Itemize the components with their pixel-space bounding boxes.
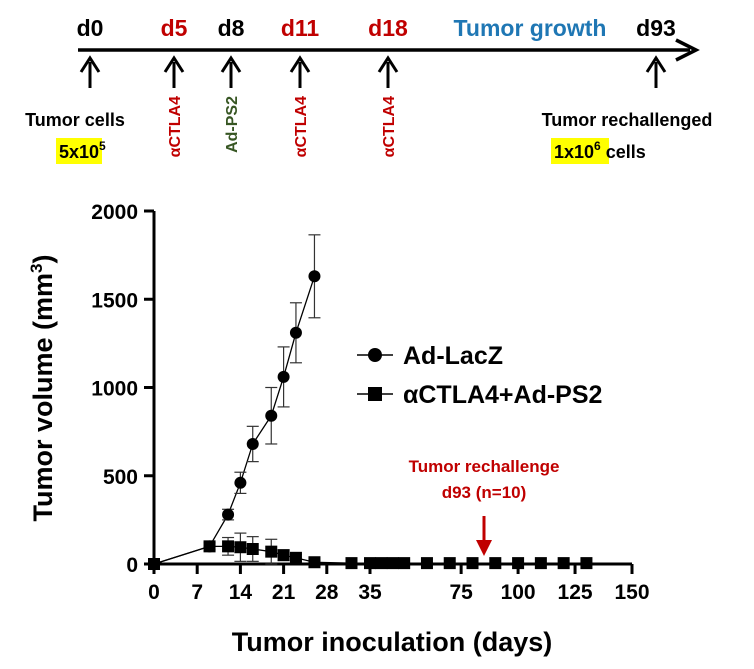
legend-marker-circle <box>368 348 382 362</box>
x-tick-label: 35 <box>358 581 382 604</box>
data-point-square <box>234 541 247 554</box>
data-point-square <box>398 557 411 570</box>
timeline-day-d18: d18 <box>368 15 408 41</box>
data-point-square <box>466 557 479 570</box>
y-tick-label: 0 <box>126 554 138 577</box>
data-point-square <box>512 557 525 570</box>
y-tick-label: 500 <box>103 466 138 489</box>
data-point-circle <box>277 370 290 383</box>
data-point-square <box>364 557 376 570</box>
data-point-square <box>443 557 456 570</box>
data-point-square <box>386 557 399 570</box>
data-point-square <box>289 551 302 564</box>
y-axis-title: Tumor volume (mm3) <box>27 255 58 522</box>
data-point-square <box>375 557 388 570</box>
tumor-growth-label: Tumor growth <box>454 15 607 41</box>
timeline-day-d11: d11 <box>281 15 320 41</box>
x-tick-label: 0 <box>148 581 160 604</box>
x-tick-label: 14 <box>229 581 253 604</box>
data-point-circle <box>246 437 259 450</box>
legend-marker-square <box>368 387 382 401</box>
data-point-square <box>148 558 160 570</box>
event-arrowhead-d93 <box>645 55 667 73</box>
data-point-square <box>580 557 593 570</box>
x-tick-label: 21 <box>272 581 296 604</box>
y-tick-label: 1500 <box>91 289 138 312</box>
x-tick-label: 28 <box>315 581 339 604</box>
data-point-circle <box>289 326 302 339</box>
y-tick-label: 1000 <box>91 378 138 401</box>
data-point-square <box>265 545 278 558</box>
y-tick-label: 2000 <box>91 201 138 224</box>
x-tick-label: 150 <box>614 581 649 604</box>
event-label-d0: Tumor cells <box>25 110 125 130</box>
treatment-timeline: Tumor growth d0 Tumor cells 5x105 d5 αCTLA4 d… <box>25 15 712 164</box>
data-point-square <box>203 540 216 553</box>
x-tick-label: 125 <box>558 581 593 604</box>
event-arrowhead-d11 <box>289 55 311 73</box>
data-point-square <box>345 557 358 570</box>
data-point-square <box>534 557 547 570</box>
timeline-day-d93: d93 <box>636 15 676 41</box>
event-label-d8: Ad-PS2 <box>224 96 241 153</box>
event-label-d5: αCTLA4 <box>167 96 184 157</box>
superscript: 5 <box>99 139 106 153</box>
tumor-volume-chart: 0 500 1000 1500 2000 0 7 14 21 28 35 75 100 125 150 Tum… <box>27 201 650 657</box>
legend-label-0: Ad-LacZ <box>403 342 503 370</box>
data-point-square <box>489 557 502 570</box>
event-label-d93: Tumor rechallenged <box>542 110 713 130</box>
data-point-square <box>277 549 290 562</box>
series-line-0 <box>153 276 316 565</box>
rechallenge-annotation-line: d93 (n=10) <box>442 483 527 502</box>
cell-count-d93: 1x106 cells <box>554 139 646 162</box>
event-arrowhead-d0 <box>79 55 101 73</box>
timeline-day-d8: d8 <box>218 15 245 41</box>
rechallenge-annotation-line: Tumor rechallenge <box>409 457 560 476</box>
y-axis-title-close: ) <box>28 255 58 264</box>
x-tick-label: 100 <box>501 581 536 604</box>
data-point-square <box>246 542 259 555</box>
timeline-arrowhead <box>675 38 700 62</box>
event-label-d18: αCTLA4 <box>381 96 398 157</box>
superscript: 6 <box>594 139 601 153</box>
event-arrowhead-d5 <box>163 55 185 73</box>
timeline-day-d5: d5 <box>161 15 188 41</box>
x-axis-title: Tumor inoculation (days) <box>232 627 553 657</box>
suffix: cells <box>601 142 646 162</box>
cell-count-d0: 5x105 <box>59 139 106 162</box>
data-point-square <box>222 540 235 553</box>
event-label-d11: αCTLA4 <box>293 96 310 157</box>
x-tick-label: 7 <box>191 581 203 604</box>
legend-label-1: αCTLA4+Ad-PS2 <box>403 381 602 409</box>
y-axis-title-superscript: 3 <box>27 264 46 273</box>
event-arrowhead-d18 <box>377 55 399 73</box>
rechallenge-arrowhead <box>476 540 492 556</box>
data-point-circle <box>222 508 235 521</box>
data-point-circle <box>308 270 321 283</box>
x-tick-label: 75 <box>449 581 473 604</box>
data-point-circle <box>265 409 278 422</box>
data-point-square <box>308 556 321 569</box>
data-point-circle <box>234 476 247 489</box>
data-point-square <box>557 557 570 570</box>
highlight-box-d93 <box>551 138 609 164</box>
data-point-square <box>420 557 433 570</box>
highlight-box-d0 <box>56 138 102 164</box>
timeline-day-d0: d0 <box>77 15 104 41</box>
event-arrowhead-d8 <box>220 55 242 73</box>
